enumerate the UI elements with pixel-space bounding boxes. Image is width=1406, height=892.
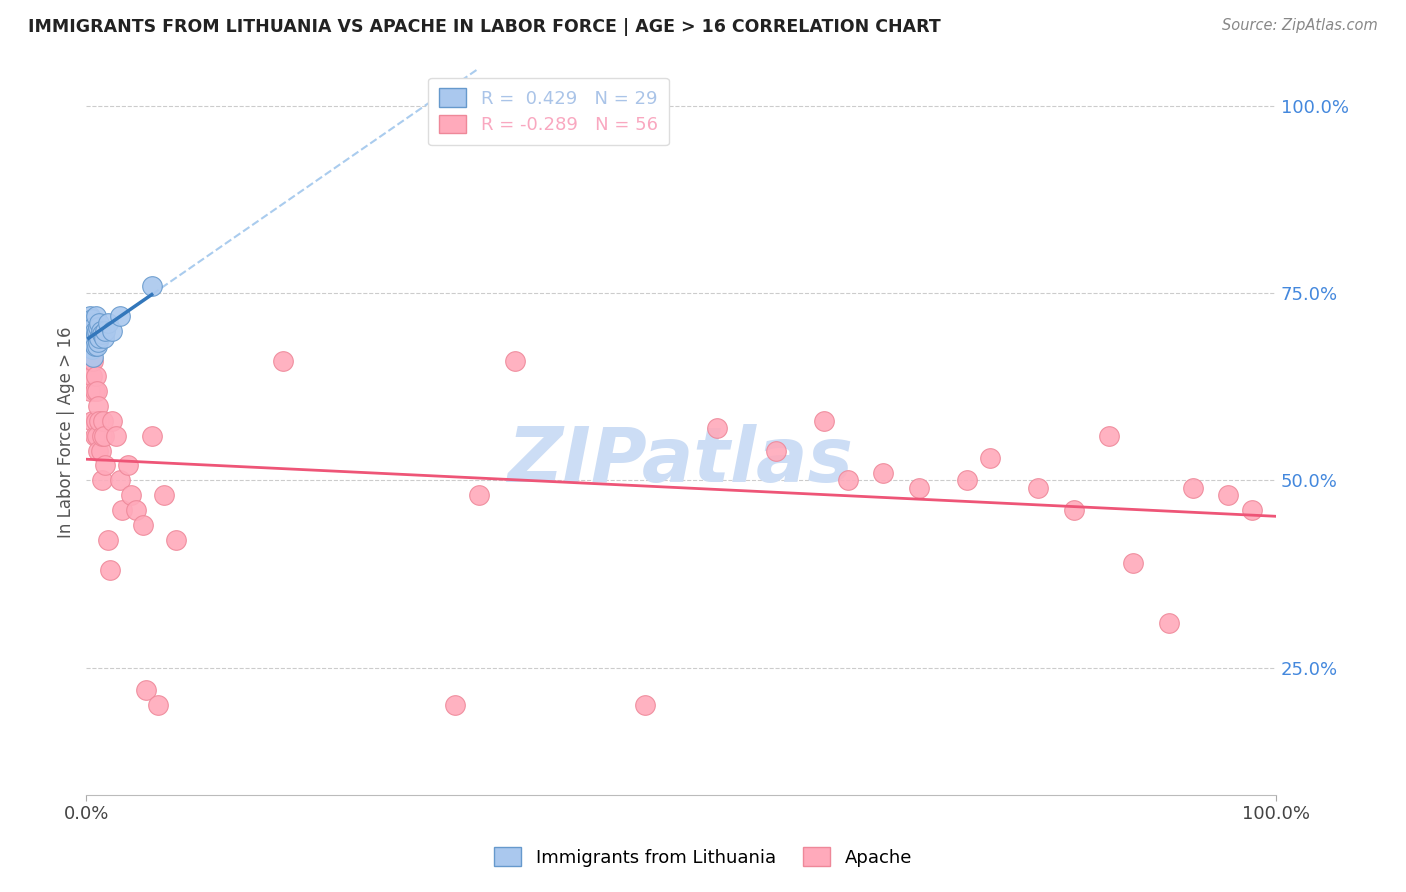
Point	[80, 316, 103, 330]
Point	[97, 316, 120, 330]
Point	[634, 698, 657, 713]
Point	[89, 331, 111, 345]
Point	[82, 327, 104, 342]
Point	[93, 331, 115, 345]
Point	[87, 399, 110, 413]
Point	[82, 353, 104, 368]
Point	[1218, 488, 1240, 502]
Text: IMMIGRANTS FROM LITHUANIA VS APACHE IN LABOR FORCE | AGE > 16 CORRELATION CHART: IMMIGRANTS FROM LITHUANIA VS APACHE IN L…	[28, 18, 941, 36]
Point	[1157, 615, 1180, 630]
Point	[444, 698, 467, 713]
Point	[956, 474, 979, 488]
Point	[84, 309, 107, 323]
Point	[84, 368, 107, 383]
Point	[89, 316, 111, 330]
Legend: R =  0.429   N = 29, R = -0.289   N = 56: R = 0.429 N = 29, R = -0.289 N = 56	[429, 78, 669, 145]
Point	[82, 413, 104, 427]
Point	[84, 327, 107, 342]
Point	[813, 413, 835, 427]
Point	[121, 488, 143, 502]
Point	[117, 458, 139, 473]
Point	[90, 474, 112, 488]
Point	[706, 421, 728, 435]
Point	[87, 320, 110, 334]
Point	[1122, 556, 1144, 570]
Point	[86, 324, 108, 338]
Point	[132, 518, 155, 533]
Point	[86, 339, 108, 353]
Point	[80, 353, 103, 368]
Point	[79, 309, 101, 323]
Point	[77, 327, 100, 342]
Point	[87, 443, 110, 458]
Point	[86, 384, 108, 398]
Point	[1098, 428, 1121, 442]
Point	[94, 458, 117, 473]
Point	[765, 443, 787, 458]
Point	[105, 428, 128, 442]
Point	[271, 353, 294, 368]
Point	[82, 343, 104, 357]
Point	[91, 413, 114, 427]
Legend: Immigrants from Lithuania, Apache: Immigrants from Lithuania, Apache	[486, 840, 920, 874]
Point	[1241, 503, 1264, 517]
Point	[82, 368, 104, 383]
Point	[90, 428, 112, 442]
Point	[90, 327, 112, 342]
Point	[98, 563, 121, 577]
Point	[82, 312, 104, 326]
Point	[101, 324, 124, 338]
Point	[84, 413, 107, 427]
Point	[135, 683, 157, 698]
Point	[141, 428, 163, 442]
Point	[90, 443, 112, 458]
Point	[837, 474, 859, 488]
Point	[82, 350, 104, 364]
Point	[165, 533, 187, 548]
Point	[908, 481, 931, 495]
Point	[101, 413, 124, 427]
Text: Source: ZipAtlas.com: Source: ZipAtlas.com	[1222, 18, 1378, 33]
Point	[111, 503, 134, 517]
Point	[94, 324, 117, 338]
Point	[1063, 503, 1085, 517]
Y-axis label: In Labor Force | Age > 16: In Labor Force | Age > 16	[58, 326, 75, 538]
Point	[83, 428, 105, 442]
Point	[146, 698, 169, 713]
Point	[872, 466, 894, 480]
Point	[97, 533, 120, 548]
Point	[1026, 481, 1049, 495]
Point	[79, 324, 101, 338]
Point	[86, 428, 108, 442]
Point	[83, 339, 105, 353]
Point	[83, 324, 105, 338]
Point	[87, 334, 110, 349]
Point	[503, 353, 526, 368]
Point	[82, 334, 104, 349]
Point	[1181, 481, 1204, 495]
Point	[83, 384, 105, 398]
Point	[152, 488, 174, 502]
Point	[82, 320, 104, 334]
Point	[89, 413, 111, 427]
Point	[125, 503, 148, 517]
Point	[90, 324, 112, 338]
Text: ZIPatlas: ZIPatlas	[508, 424, 853, 498]
Point	[80, 331, 103, 345]
Point	[108, 309, 131, 323]
Point	[141, 278, 163, 293]
Point	[93, 428, 115, 442]
Point	[979, 450, 1001, 465]
Point	[468, 488, 491, 502]
Point	[108, 474, 131, 488]
Point	[79, 384, 101, 398]
